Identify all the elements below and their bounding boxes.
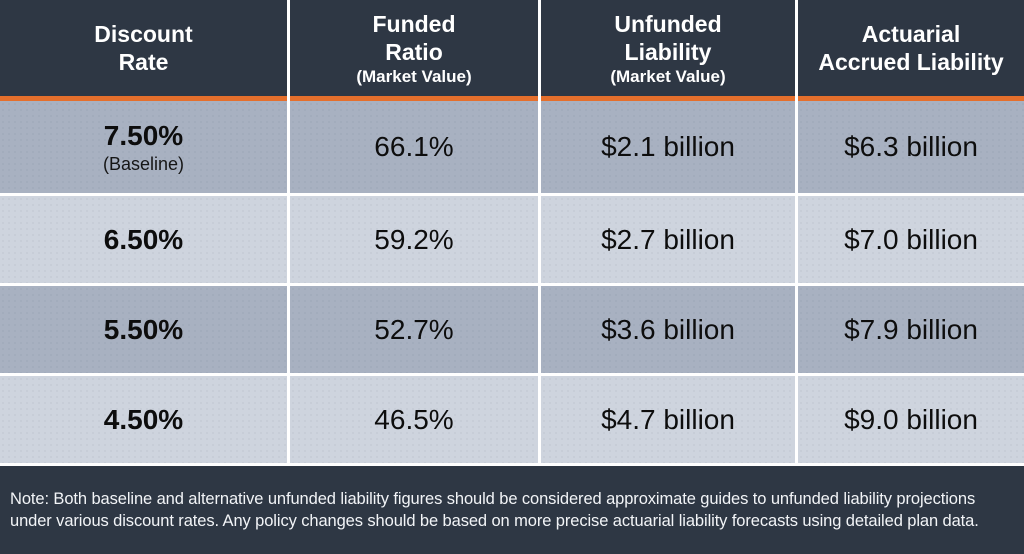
baseline-label: (Baseline): [102, 153, 185, 174]
note-footer: Note: Both baseline and alternative unfu…: [0, 463, 1024, 554]
header-actuarial-accrued-liability: Actuarial Accrued Liability: [798, 0, 1024, 101]
funded-ratio-value: 46.5%: [374, 403, 454, 435]
cell-rate-row1: 7.50% (Baseline): [0, 101, 287, 193]
unfunded-liability-value: $3.6 billion: [601, 313, 735, 345]
accrued-liability-value: $6.3 billion: [844, 131, 978, 162]
table-body: 7.50% (Baseline) 66.1% $2.1 billion $6.3…: [0, 101, 1024, 463]
unfunded-liability-value: $2.1 billion: [601, 131, 735, 162]
header-subtitle: (Market Value): [610, 66, 726, 86]
cell-funded-ratio-row4: 46.5%: [290, 376, 538, 463]
header-title-line: Liability: [624, 38, 712, 65]
cell-rate-row4: 4.50%: [0, 376, 287, 463]
cell-rate-row3: 5.50%: [0, 286, 287, 373]
header-title-line: Accrued Liability: [818, 49, 1004, 75]
cell-accrued-liability-row1: $6.3 billion: [798, 101, 1024, 193]
header-subtitle: (Market Value): [356, 66, 472, 86]
funded-ratio-value: 52.7%: [374, 313, 454, 345]
header-discount-rate: Discount Rate: [0, 0, 287, 101]
cell-unfunded-liability-row4: $4.7 billion: [541, 376, 795, 463]
cell-funded-ratio-row3: 52.7%: [290, 286, 538, 373]
header-title-line: Ratio: [385, 38, 443, 65]
cell-accrued-liability-row4: $9.0 billion: [798, 376, 1024, 463]
header-title-line: Rate: [118, 49, 169, 75]
accrued-liability-value: $9.0 billion: [844, 403, 978, 435]
cell-rate-row2: 6.50%: [0, 196, 287, 283]
header-unfunded-liability: Unfunded Liability (Market Value): [541, 0, 795, 101]
discount-rate-value: 4.50%: [103, 403, 184, 435]
unfunded-liability-value: $2.7 billion: [601, 223, 735, 255]
unfunded-liability-value: $4.7 billion: [601, 403, 735, 435]
discount-rate-value: 5.50%: [103, 313, 184, 345]
cell-unfunded-liability-row1: $2.1 billion: [541, 101, 795, 193]
cell-unfunded-liability-row2: $2.7 billion: [541, 196, 795, 283]
discount-rate-value: 6.50%: [103, 223, 184, 255]
accrued-liability-value: $7.9 billion: [844, 313, 978, 345]
cell-accrued-liability-row2: $7.0 billion: [798, 196, 1024, 283]
table-header-row: Discount Rate Funded Ratio (Market Value…: [0, 0, 1024, 101]
funded-ratio-value: 66.1%: [374, 131, 454, 162]
discount-rate-value: 7.50%: [103, 119, 184, 151]
cell-funded-ratio-row1: 66.1%: [290, 101, 538, 193]
header-title-line: Actuarial: [861, 21, 961, 47]
header-title-line: Unfunded: [614, 10, 722, 37]
header-title-line: Discount: [94, 21, 193, 47]
cell-funded-ratio-row2: 59.2%: [290, 196, 538, 283]
cell-unfunded-liability-row3: $3.6 billion: [541, 286, 795, 373]
cell-accrued-liability-row3: $7.9 billion: [798, 286, 1024, 373]
header-title-line: Funded: [372, 10, 456, 37]
funded-ratio-value: 59.2%: [374, 223, 454, 255]
header-funded-ratio: Funded Ratio (Market Value): [290, 0, 538, 101]
accrued-liability-value: $7.0 billion: [844, 223, 978, 255]
note-text: Note: Both baseline and alternative unfu…: [10, 490, 979, 530]
